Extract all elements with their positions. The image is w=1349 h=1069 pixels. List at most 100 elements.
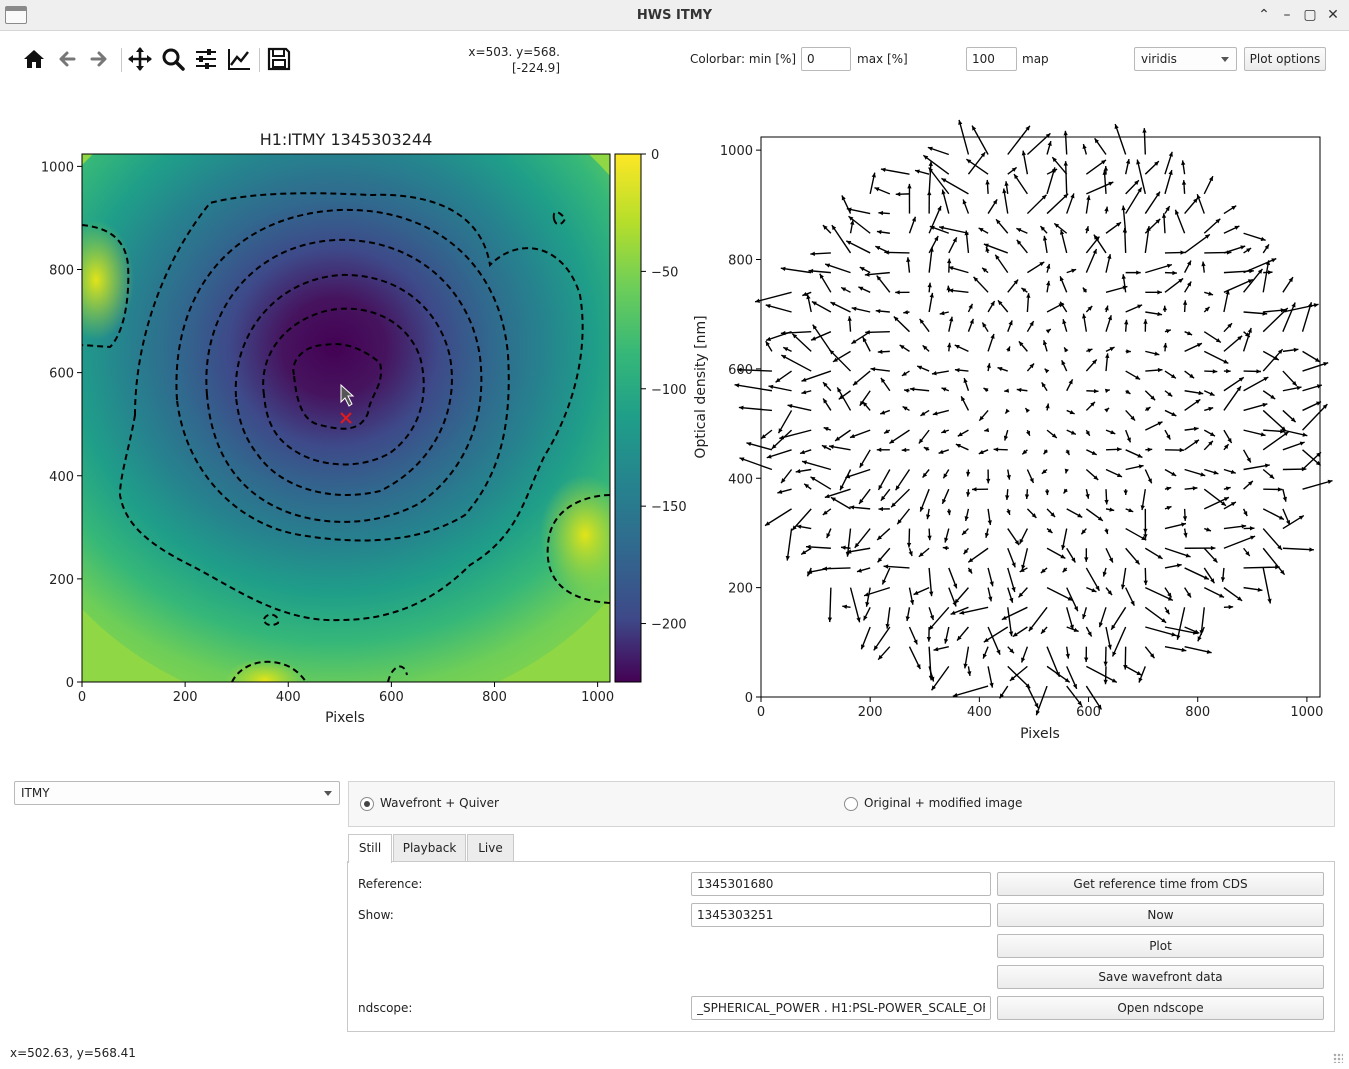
quiver-arrowhead — [1009, 648, 1014, 654]
quiver-arrowhead — [1165, 609, 1170, 615]
quiver-arrowhead — [1097, 704, 1102, 710]
quiver-arrowhead — [1029, 363, 1035, 369]
maximize-icon[interactable]: ▢ — [1303, 7, 1317, 23]
quiver-arrowhead — [909, 599, 915, 605]
subplots-icon[interactable] — [193, 46, 219, 72]
plot-button[interactable]: Plot — [997, 934, 1324, 958]
quiver-arrowhead — [1171, 632, 1177, 637]
tab-still[interactable]: Still — [348, 834, 392, 863]
quiver-arrow — [1007, 607, 1013, 637]
quiver-arrowhead — [902, 406, 908, 411]
quiver-arrowhead — [1237, 335, 1243, 341]
quiver-arrowhead — [1041, 469, 1047, 474]
colorbar-tick-label: 0 — [651, 148, 659, 163]
quiver-frame[interactable] — [760, 136, 1321, 698]
quiver-arrow — [780, 267, 812, 274]
quiver-arrowhead — [1107, 644, 1112, 650]
quiver-arrowhead — [761, 434, 767, 439]
plot-options-button[interactable]: Plot options — [1244, 47, 1326, 71]
quiver-arrowhead — [829, 444, 834, 449]
colormap-select[interactable]: viridis — [1134, 47, 1237, 71]
back-arrow-icon[interactable] — [54, 46, 80, 72]
colorbar-min-input[interactable] — [801, 47, 851, 71]
pan-icon[interactable] — [127, 46, 153, 72]
quiver-arrowhead — [862, 337, 867, 343]
quiver-arrow — [1243, 268, 1263, 293]
resize-grip-icon[interactable] — [1333, 1053, 1343, 1063]
quiver-arrowhead — [1125, 389, 1131, 394]
quiver-arrowhead — [1021, 564, 1026, 570]
quiver-arrow — [739, 457, 773, 471]
quiver-arrowhead — [978, 227, 984, 233]
quiver-arrowhead — [941, 178, 947, 183]
quiver-arrowhead — [832, 357, 838, 362]
quiver-arrowhead — [928, 167, 934, 173]
close-icon[interactable]: ✕ — [1327, 7, 1339, 23]
quiver-arrowhead — [1109, 347, 1115, 352]
quiver-arrowhead — [1240, 245, 1246, 250]
quiver-arrowhead — [895, 290, 900, 295]
quiver-arrowhead — [876, 275, 882, 281]
wavefront-quiver-radio[interactable] — [360, 797, 374, 811]
original-modified-label[interactable]: Original + modified image — [864, 796, 1023, 810]
quiver-arrowhead — [796, 524, 802, 529]
quiver-arrowhead — [810, 476, 816, 482]
quiver-arrowhead — [1060, 301, 1065, 307]
quiver-arrowhead — [1316, 452, 1321, 457]
quiver-arrowhead — [983, 388, 989, 393]
quiver-arrowhead — [957, 432, 963, 437]
quiver-arrowhead — [929, 225, 935, 230]
save-wavefront-button[interactable]: Save wavefront data — [997, 965, 1324, 989]
get-reference-time-button[interactable]: Get reference time from CDS — [997, 872, 1324, 896]
quiver-arrowhead — [1004, 181, 1009, 187]
quiver-arrow — [801, 460, 832, 471]
tab-live[interactable]: Live — [467, 834, 514, 862]
quiver-arrowhead — [927, 535, 932, 541]
window-menu-icon[interactable] — [5, 6, 27, 24]
quiver-arrowhead — [918, 552, 924, 557]
quiver-arrowhead — [1182, 300, 1188, 305]
quiver-arrowhead — [1069, 410, 1075, 415]
reference-time-input[interactable] — [691, 872, 991, 896]
quiver-arrowhead — [1009, 597, 1014, 603]
original-modified-radio[interactable] — [844, 797, 858, 811]
cursor-readout-value: [-224.9] — [511, 61, 560, 75]
quiver-arrowhead — [1270, 394, 1276, 400]
open-ndscope-button[interactable]: Open ndscope — [997, 996, 1324, 1020]
colorbar-max-input[interactable] — [966, 47, 1017, 71]
zoom-icon[interactable] — [160, 46, 186, 72]
quiver-arrowhead — [948, 288, 954, 293]
quiver-arrowhead — [1045, 403, 1050, 409]
optic-select[interactable]: ITMY — [14, 781, 340, 805]
quiver-arrowhead — [1206, 649, 1212, 654]
quiver-arrowhead — [1021, 150, 1027, 156]
quiver-arrowhead — [1021, 657, 1026, 663]
quiver-arrowhead — [932, 411, 938, 416]
quiver-arrowhead — [801, 550, 807, 555]
quiver-arrowhead — [1028, 626, 1034, 632]
home-icon[interactable] — [21, 46, 47, 72]
quiver-arrowhead — [795, 469, 801, 474]
now-button[interactable]: Now — [997, 903, 1324, 927]
axes-edit-icon[interactable] — [226, 46, 252, 72]
forward-arrow-icon[interactable] — [86, 46, 112, 72]
quiver-arrowhead — [923, 447, 929, 452]
maximize-restore-icon[interactable]: ⌃ — [1258, 7, 1270, 23]
quiver-arrowhead — [807, 569, 813, 574]
quiver-arrowhead — [737, 367, 742, 372]
quiver-arrowhead — [1225, 486, 1231, 491]
minimize-icon[interactable]: – — [1283, 7, 1291, 23]
quiver-arrowhead — [1157, 311, 1163, 317]
wavefront-quiver-label[interactable]: Wavefront + Quiver — [380, 796, 499, 810]
show-time-input[interactable] — [691, 903, 991, 927]
quiver-arrowhead — [1323, 362, 1329, 367]
wavefront-heatmap[interactable] — [0, 95, 691, 717]
quiver-arrowhead — [1175, 209, 1180, 215]
tab-playback[interactable]: Playback — [393, 834, 466, 862]
save-icon[interactable] — [266, 46, 292, 72]
figure-canvas[interactable]: H1:ITMY 1345303244 Pixels 0 200 400 600 800 1… — [0, 95, 1349, 755]
quiver-arrowhead — [1052, 157, 1057, 162]
ndscope-channels-input[interactable] — [691, 996, 991, 1020]
quiver-arrowhead — [1215, 218, 1221, 224]
quiver-arrowhead — [1166, 505, 1172, 511]
